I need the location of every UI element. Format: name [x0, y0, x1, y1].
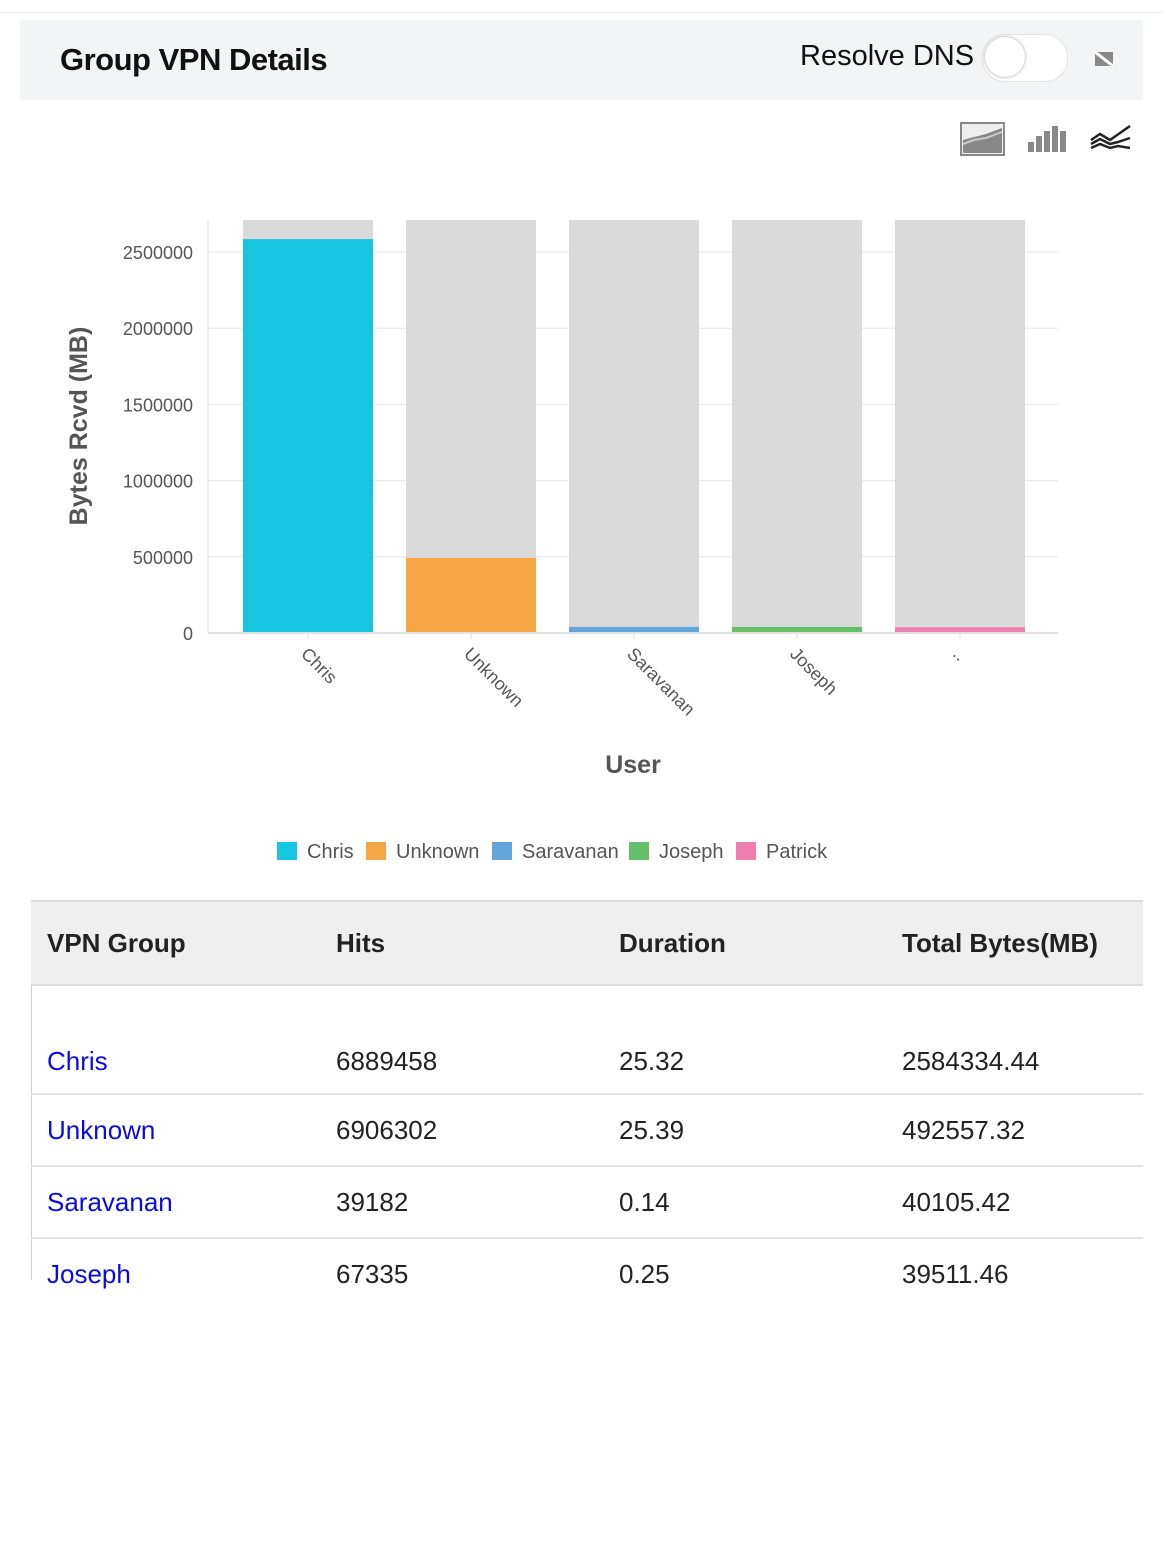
legend-swatch-joseph	[629, 842, 649, 860]
x-tick-label: Chris	[297, 644, 341, 688]
cell-duration: 25.32	[603, 985, 886, 1095]
panel-header: Group VPN Details Resolve DNS	[20, 20, 1143, 100]
bar-saravanan	[569, 626, 699, 633]
toggle-knob	[985, 37, 1025, 77]
table-row: Unknown 6906302 25.39 492557.32	[31, 1094, 1143, 1167]
bar-background	[732, 220, 862, 633]
bar-unknown	[406, 557, 536, 633]
column-header-vpn-group[interactable]: VPN Group	[31, 900, 320, 986]
column-header-duration[interactable]: Duration	[603, 900, 886, 986]
bar-background	[895, 220, 1025, 633]
cell-total-bytes: 492557.32	[886, 1094, 1143, 1167]
y-tick-label: 1000000	[123, 472, 193, 492]
table-header-row: VPN Group Hits Duration Total Bytes(MB)	[31, 900, 1143, 986]
table-row: Chris 6889458 25.32 2584334.44	[31, 985, 1143, 1095]
cell-hits: 67335	[336, 1258, 409, 1289]
y-tick-label: 1500000	[123, 395, 193, 415]
legend-swatch-chris	[277, 842, 297, 860]
legend-item-saravanan: Saravanan	[522, 841, 619, 863]
cell-hits: 6906302	[320, 1094, 603, 1167]
cell-duration: 0.14	[603, 1166, 886, 1239]
table-row: Joseph 67335 0.25 39511.46	[31, 1238, 1143, 1309]
cell-hits: 39182	[320, 1166, 603, 1239]
y-tick-label: 2500000	[123, 243, 193, 263]
legend-item-unknown: Unknown	[396, 841, 479, 863]
cell-total-bytes: 2584334.44	[886, 985, 1143, 1095]
bar-joseph	[732, 626, 862, 633]
x-tick-label: Unknown	[460, 644, 527, 711]
resolve-dns-toggle[interactable]	[982, 34, 1068, 82]
cell-total-bytes: 40105.42	[886, 1166, 1143, 1239]
cell-vpn-group: Saravanan	[31, 1166, 320, 1239]
cell-duration: 0.25	[619, 1258, 670, 1289]
bar-patrick	[895, 627, 1025, 633]
vpn-group-link[interactable]: Chris	[47, 1046, 108, 1076]
legend-item-joseph: Joseph	[659, 841, 724, 863]
resolve-dns-label: Resolve DNS	[800, 40, 975, 72]
x-tick-label: Joseph	[786, 644, 841, 699]
x-tick-label: Saravanan	[623, 644, 699, 720]
cell-vpn-group: Chris	[31, 985, 320, 1095]
area-chart-icon[interactable]	[960, 122, 1005, 156]
legend-swatch-saravanan	[492, 842, 512, 860]
line-chart-icon[interactable]	[1090, 122, 1132, 154]
y-tick-label: 2000000	[123, 319, 193, 339]
bar-chart-icon[interactable]	[1026, 122, 1068, 154]
expand-icon[interactable]	[1095, 52, 1113, 66]
cell-hits: 6889458	[320, 985, 603, 1095]
cell-vpn-group: Unknown	[31, 1094, 320, 1167]
column-header-total-bytes[interactable]: Total Bytes(MB)	[886, 900, 1143, 986]
bar-chart: 0 500000 1000000 1500000 2000000 2500000 Chris…	[65, 220, 1058, 863]
column-header-hits[interactable]: Hits	[320, 900, 603, 986]
y-tick-label: 500000	[133, 548, 193, 568]
page-title: Group VPN Details	[60, 42, 328, 77]
y-tick-label: 0	[183, 624, 193, 644]
vpn-group-link[interactable]: Unknown	[47, 1114, 156, 1145]
legend-item-patrick: Patrick	[766, 841, 828, 863]
legend-swatch-unknown	[366, 842, 386, 860]
legend-item-chris: Chris	[307, 841, 354, 863]
table-row: Saravanan 39182 0.14 40105.42	[31, 1166, 1143, 1239]
x-tick-label: ..	[949, 644, 970, 665]
cell-duration: 25.39	[603, 1094, 886, 1167]
bar-chris	[243, 239, 373, 633]
cell-total-bytes: 39511.46	[902, 1258, 1009, 1289]
y-axis-title: Bytes Rcvd (MB)	[65, 327, 93, 526]
vpn-group-link[interactable]: Saravanan	[47, 1186, 173, 1217]
top-divider	[0, 12, 1163, 13]
legend-swatch-patrick	[736, 842, 756, 860]
vpn-group-link[interactable]: Joseph	[47, 1258, 131, 1289]
cell-vpn-group: Joseph	[31, 1238, 320, 1309]
bar-background	[569, 220, 699, 633]
vpn-group-table: VPN Group Hits Duration Total Bytes(MB) …	[31, 900, 1143, 1309]
x-axis-title: User	[605, 751, 661, 779]
